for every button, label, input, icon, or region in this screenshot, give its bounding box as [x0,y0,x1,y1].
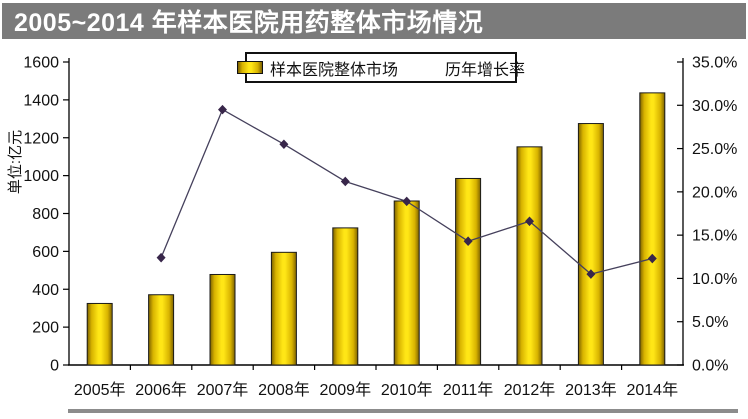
legend-label-bars: 样本医院整体市场 [269,61,398,79]
y-right-tick-label: 0.0% [692,358,728,375]
y-left-tick-label: 600 [32,244,59,261]
bar-series-swatch-icon [236,61,263,74]
y-left-tick-label: 400 [32,282,59,299]
page-title: 2005~2014 年样本医院用药整体市场情况 [14,9,484,37]
bar-2010年 [393,200,420,366]
x-axis-label: 2005年 [74,381,126,399]
legend-label-line: 历年增长率 [445,61,526,79]
bar-2009年 [332,227,359,366]
growth-marker [586,269,596,279]
bottom-divider [68,409,738,413]
bar-2005年 [86,302,113,366]
bar-2007年 [209,273,236,366]
y-right-tick-label: 25.0% [692,141,737,158]
bar-2011年 [455,177,482,366]
y-left-tick-label: 800 [32,206,59,223]
growth-marker [525,216,534,227]
growth-marker [156,252,166,263]
y-right-tick-label: 30.0% [692,98,737,115]
x-axis-label: 2011年 [443,381,493,399]
y-left-tick-label: 1000 [23,168,59,185]
y-right-tick-label: 10.0% [692,271,737,288]
legend: 样本医院整体市场 历年增长率 [236,52,525,83]
growth-marker [647,253,657,264]
y-left-tick-label: 200 [32,320,59,337]
x-axis-label: 2009年 [319,381,371,399]
y-left-tick-label: 1200 [23,130,59,147]
y-left-tick-label: 0 [50,358,59,375]
x-axis-label: 2007年 [197,381,249,399]
bar-2006年 [148,294,175,366]
growth-marker [402,196,412,207]
title-bar: 2005~2014 年样本医院用药整体市场情况 [2,3,746,39]
x-axis-label: 2012年 [504,381,556,399]
x-axis-label: 2010年 [381,381,433,399]
x-axis-label: 2008年 [258,381,310,399]
bar-2012年 [516,146,543,366]
y-right-tick-label: 20.0% [692,184,737,201]
x-axis-label: 2006年 [135,381,187,399]
bar-2014年 [639,92,666,366]
bar-2013年 [577,123,604,366]
x-axis-label: 2013年 [565,381,617,399]
y-left-tick-label: 1600 [23,55,59,72]
growth-marker [218,104,227,115]
growth-marker [279,139,289,150]
x-axis-label: 2014年 [626,381,678,399]
y-right-tick-label: 15.0% [692,228,737,245]
growth-marker [340,176,350,187]
y-right-tick-label: 35.0% [692,55,737,72]
growth-marker [463,236,473,247]
y-right-tick-label: 5.0% [692,314,728,331]
bar-2008年 [270,251,297,366]
y-left-tick-label: 1400 [23,92,59,109]
